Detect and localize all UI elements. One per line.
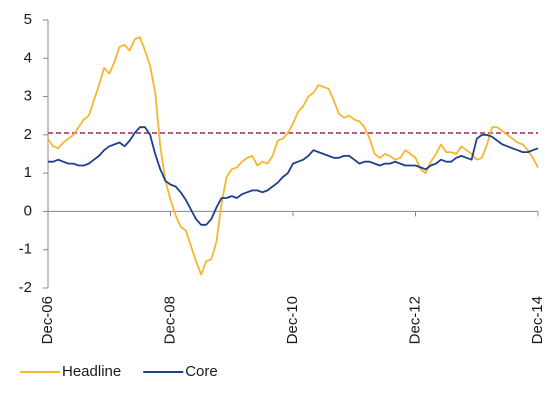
y-tick-label: 5	[24, 11, 32, 28]
y-tick-label: 2	[24, 126, 32, 143]
x-tick-label: Dec-08	[161, 296, 178, 344]
y-tick-label: -1	[19, 241, 32, 258]
y-tick-label: 3	[24, 88, 32, 105]
legend-label: Core	[185, 363, 218, 380]
line-series	[47, 36, 539, 276]
x-tick-label: Dec-06	[39, 296, 56, 344]
legend-label: Headline	[62, 363, 121, 380]
x-tick-label: Dec-14	[529, 296, 546, 344]
x-tick-label: Dec-12	[406, 296, 423, 344]
y-tick-label: 4	[24, 49, 32, 66]
line-series	[48, 126, 539, 226]
y-tick-label: -2	[19, 279, 32, 296]
x-tick-label: Dec-10	[284, 296, 301, 344]
y-tick-label: 1	[24, 164, 32, 181]
y-tick-label: 0	[24, 202, 32, 219]
